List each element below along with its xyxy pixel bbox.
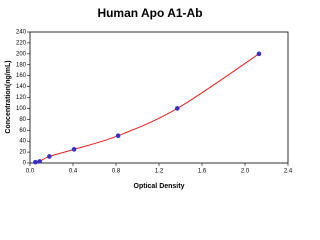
data-point [37,159,42,164]
y-tick-label: 0 [23,161,27,167]
data-point [174,106,180,111]
y-tick-label: 160 [16,73,27,79]
x-tick-label: 2.0 [241,169,250,175]
x-tick-label: 2.4 [284,169,293,175]
page: Human Apo A1-Ab Optical Density Concentr… [4,6,293,190]
y-tick-label: 40 [19,139,26,145]
y-tick-label: 120 [16,95,27,101]
data-point [256,51,262,57]
y-axis-label: Concentration(ng/mL) [5,60,12,133]
chart-title: Human Apo A1-Ab [97,6,202,20]
y-tick-label: 60 [19,128,26,134]
x-tick-label: 1.2 [155,169,164,175]
data-point [115,133,121,139]
x-tick-label: 0.0 [26,169,35,175]
x-tick-label: 0.8 [112,169,121,175]
y-tick-label: 180 [16,62,27,68]
fit-curve [35,53,260,163]
data-point [47,154,52,159]
y-tick-label: 100 [16,106,27,112]
y-tick-label: 220 [16,40,27,46]
y-tick-label: 200 [16,51,27,57]
x-tick-label: 0.4 [69,169,78,175]
y-tick-label: 140 [16,84,27,90]
x-tick-label: 1.6 [198,169,207,175]
data-point [71,147,77,152]
y-tick-label: 80 [19,117,26,123]
y-tick-label: 240 [16,30,27,36]
chart: Human Apo A1-Ab Optical Density Concentr… [5,6,293,190]
plot-frame [29,31,289,164]
y-tick-label: 20 [19,150,26,156]
data-point [33,159,38,165]
x-axis-label: Optical Density [134,183,185,190]
